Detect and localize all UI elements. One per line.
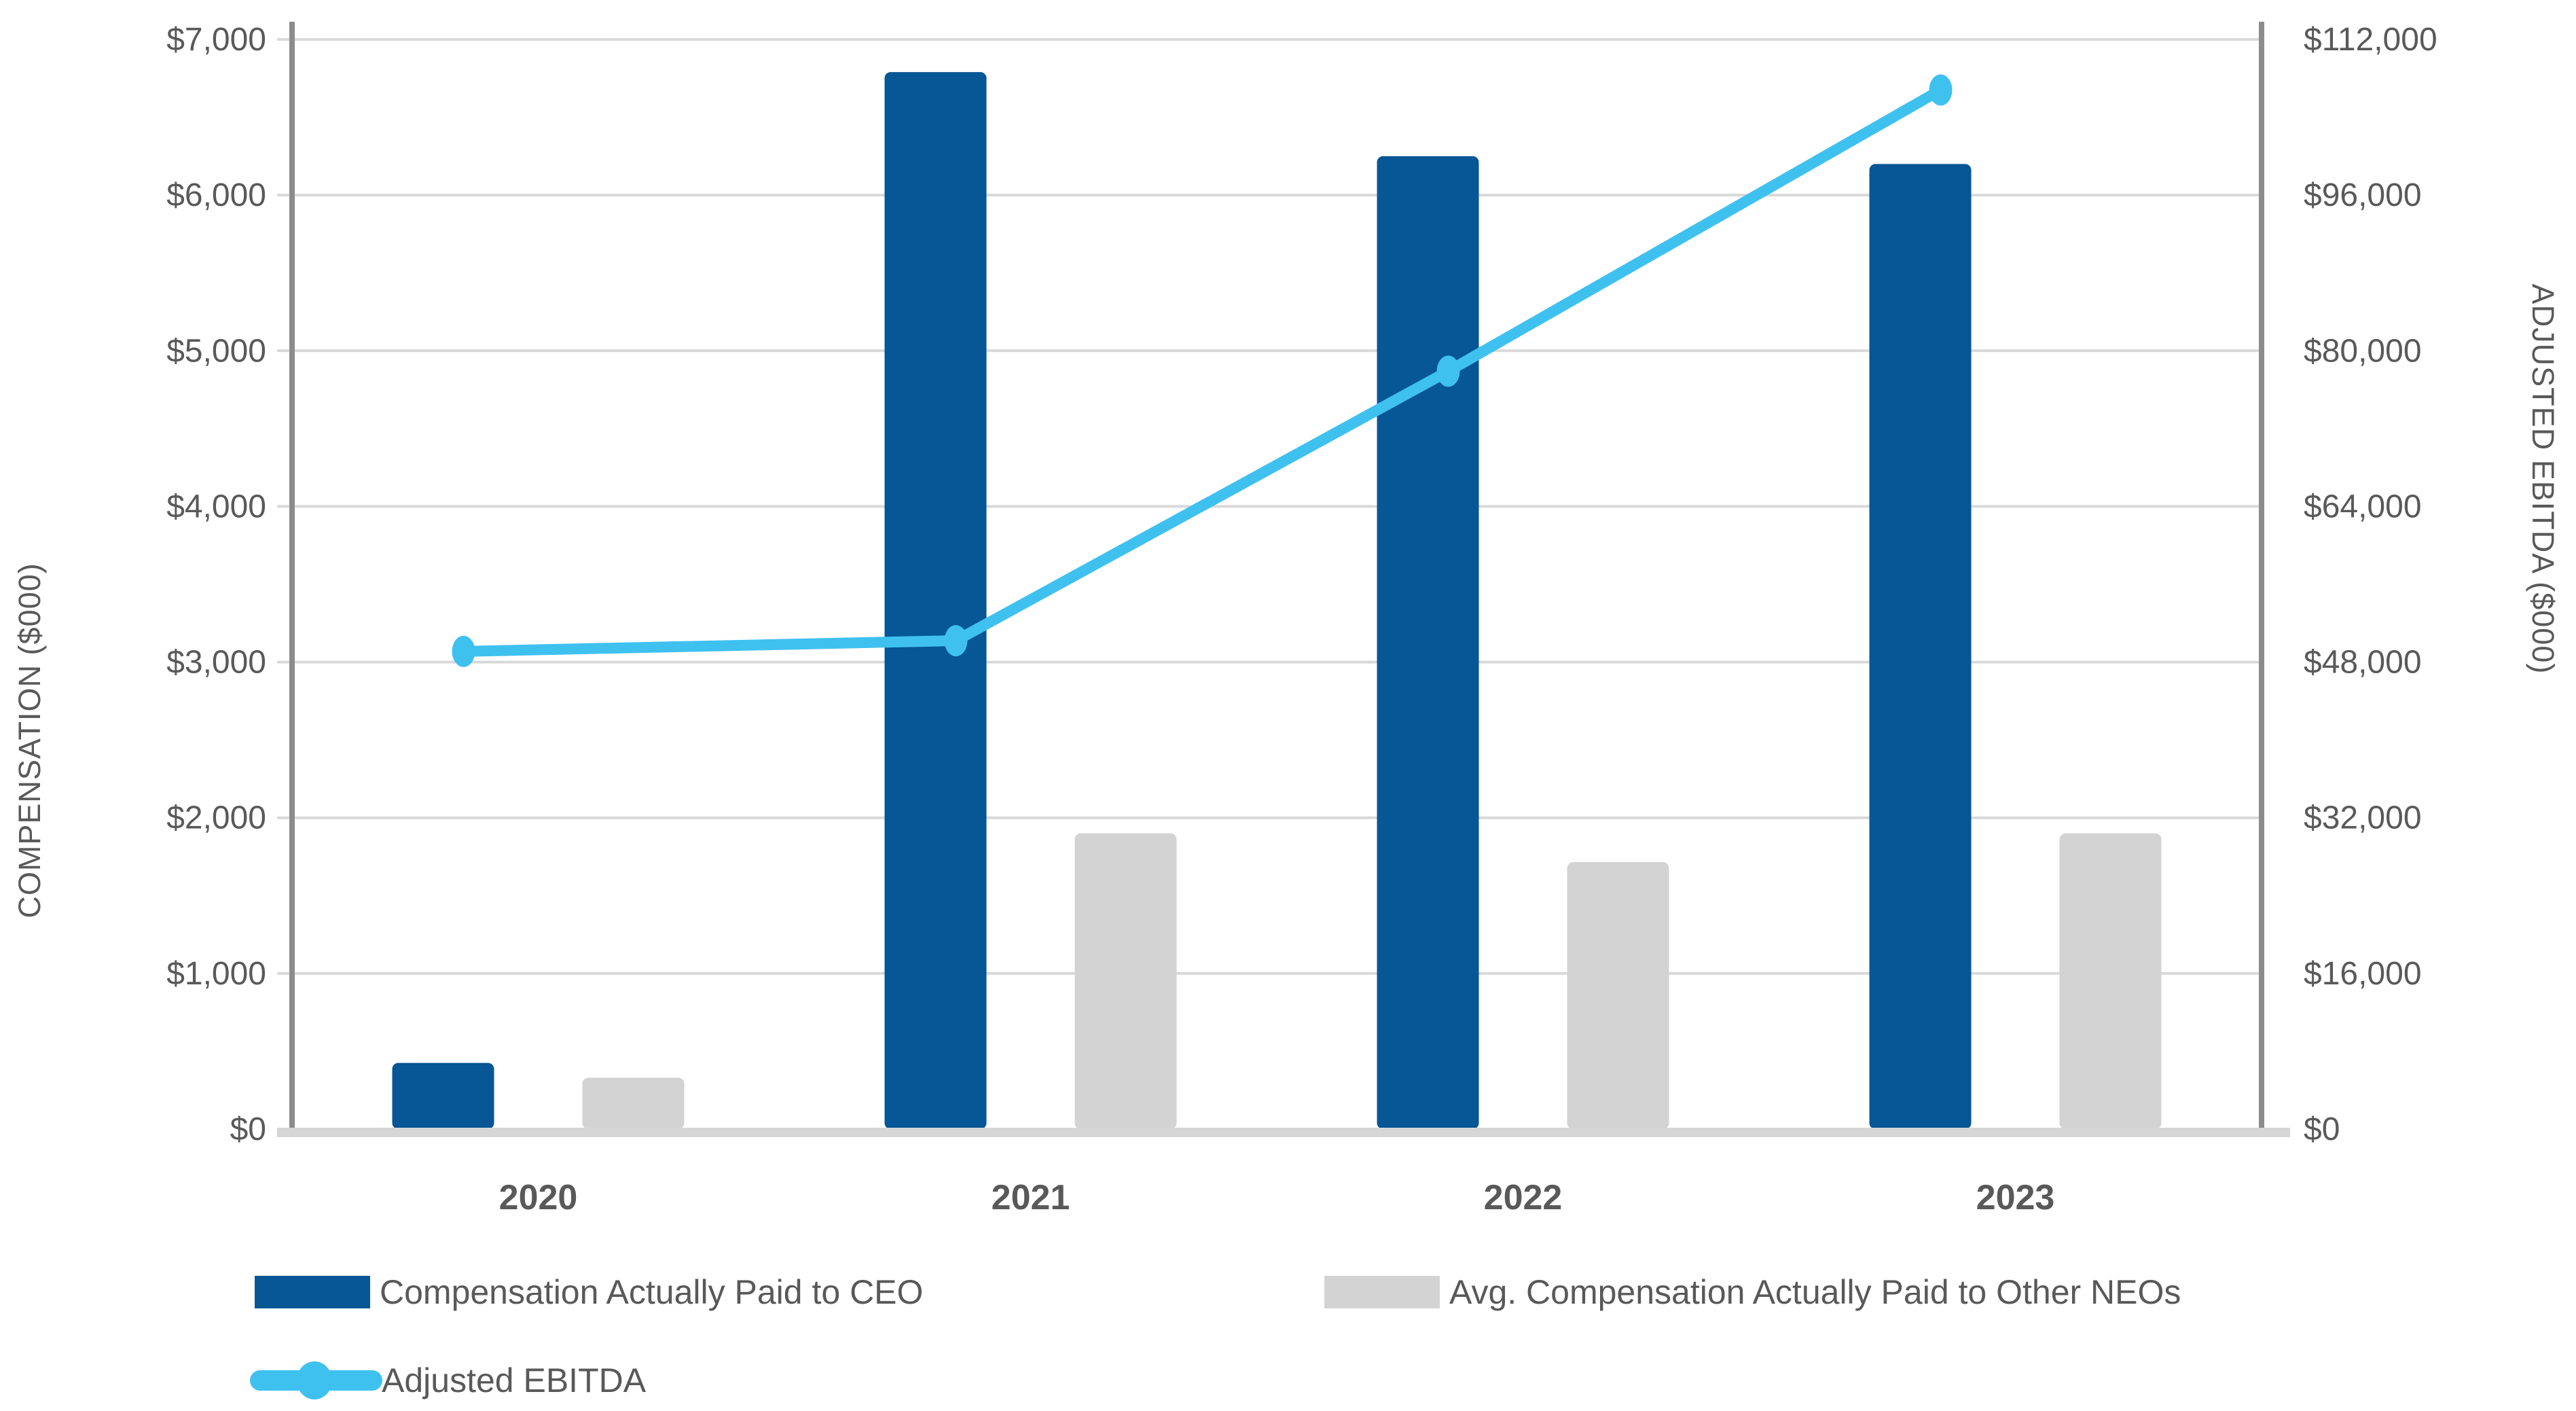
ebitda-marker [944, 625, 968, 657]
right-axis-tick-label: $0 [2304, 1111, 2340, 1147]
left-axis-tick-label: $1,000 [166, 956, 266, 992]
left-axis-tick-label: $7,000 [166, 22, 266, 58]
right-axis-tick-label: $48,000 [2304, 645, 2422, 681]
neo-compensation-bar [1567, 862, 1669, 1129]
ceo-compensation-bar [1869, 164, 1972, 1129]
neo-compensation-bar [2059, 833, 2162, 1129]
legend-marker-ebitda [297, 1361, 332, 1399]
legend-swatch-ceo [255, 1276, 370, 1308]
right-axis-tick-label: $16,000 [2304, 956, 2422, 992]
right-axis-tick-label: $80,000 [2304, 333, 2422, 369]
neo-compensation-bar [582, 1077, 685, 1129]
neo-compensation-bar [1074, 833, 1177, 1129]
right-axis-tick-label: $112,000 [2304, 22, 2437, 58]
legend-label-ebitda: Adjusted EBITDA [382, 1361, 647, 1399]
ceo-compensation-bar [1377, 156, 1479, 1129]
left-axis-tick-label: $0 [230, 1111, 266, 1147]
legend-label-ceo: Compensation Actually Paid to CEO [380, 1273, 923, 1311]
category-label: 2021 [992, 1178, 1070, 1217]
category-label: 2023 [1976, 1178, 2055, 1217]
left-axis-tick-label: $2,000 [166, 800, 266, 836]
right-axis-tick-label: $96,000 [2304, 177, 2422, 213]
ebitda-line [458, 84, 1946, 657]
right-axis-title: ADJUSTED EBITDA ($000) [2526, 283, 2560, 675]
ceo-compensation-bar [884, 72, 987, 1130]
ceo-compensation-bar [392, 1062, 494, 1129]
ebitda-marker [452, 635, 475, 667]
left-axis-tick-label: $3,000 [166, 645, 266, 681]
left-axis-tick-label: $5,000 [166, 333, 266, 369]
right-axis-tick-label: $64,000 [2304, 488, 2422, 524]
ebitda-marker [1929, 74, 1953, 106]
category-label: 2020 [499, 1178, 578, 1217]
legend-swatch-neo [1324, 1276, 1440, 1308]
legend-label-neo: Avg. Compensation Actually Paid to Other… [1449, 1273, 2181, 1311]
left-axis-tick-label: $6,000 [166, 177, 266, 213]
left-axis-tick-label: $4,000 [166, 488, 266, 524]
right-axis-tick-label: $32,000 [2304, 800, 2422, 836]
left-axis-title: COMPENSATION ($000) [12, 562, 47, 918]
ebitda-marker [1436, 355, 1460, 387]
category-label: 2022 [1484, 1178, 1563, 1217]
